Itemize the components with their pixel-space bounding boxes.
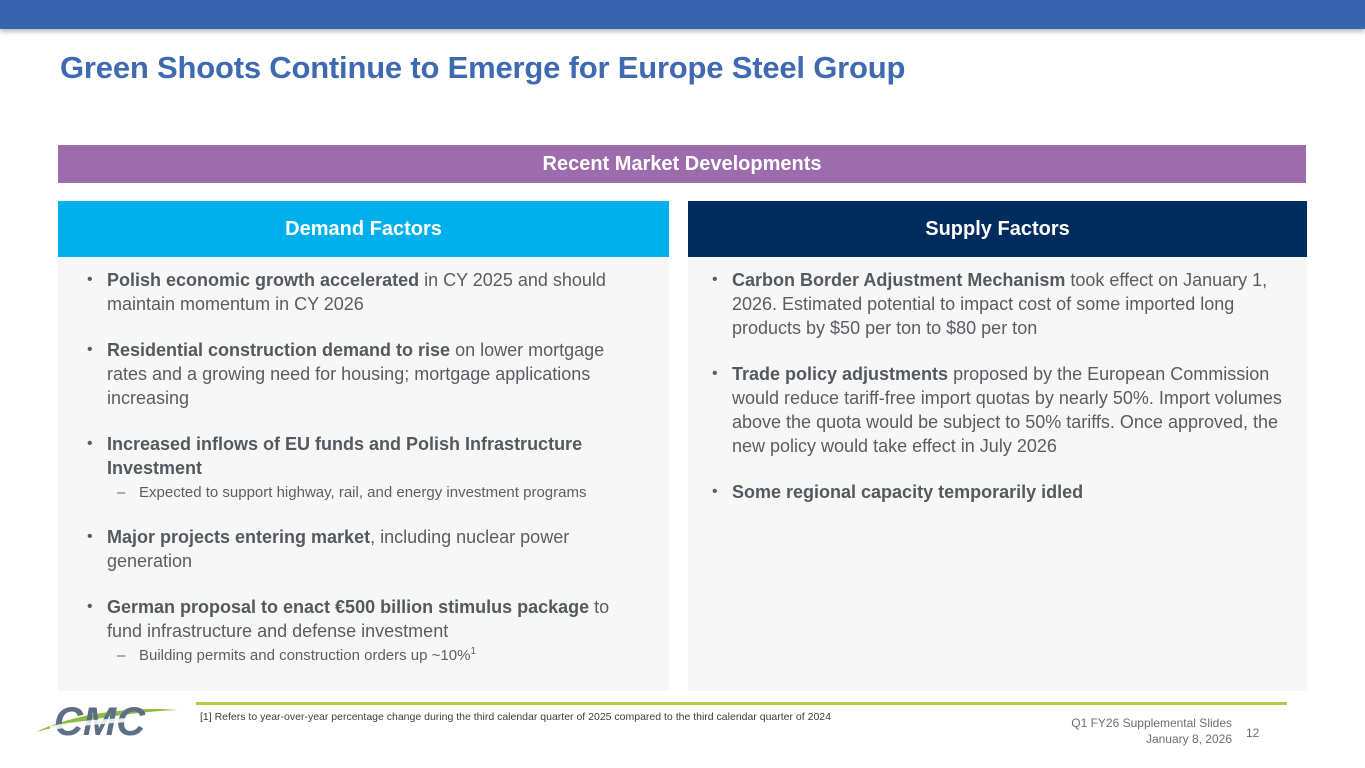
- bullet-marker: •: [712, 365, 718, 382]
- bullet-emphasis: German proposal to enact €500 billion st…: [107, 597, 590, 617]
- demand-bullet: • Residential construction demand to ris…: [87, 338, 647, 410]
- bullet-text: Polish economic growth accelerated in CY…: [107, 268, 647, 316]
- footer-accent-line: [196, 702, 1287, 705]
- bullet-emphasis: Trade policy adjustments: [732, 364, 949, 384]
- bullet-body: , including nuclear power generation: [107, 527, 570, 571]
- bullet-marker: •: [87, 528, 93, 545]
- bullet-body: on lower mortgage rates and a growing ne…: [107, 340, 605, 408]
- bullet-marker: •: [87, 435, 93, 452]
- footnote: [1] Refers to year-over-year percentage …: [200, 711, 831, 723]
- sub-bullet-body: Building permits and construction orders…: [139, 647, 471, 664]
- bullet-marker: •: [712, 483, 718, 500]
- bullet-body: took effect on January 1, 2026. Estimate…: [732, 270, 1268, 338]
- bullet-emphasis: Carbon Border Adjustment Mechanism: [732, 270, 1066, 290]
- sub-bullet-text: Building permits and construction orders…: [139, 646, 647, 666]
- market-developments-banner: Recent Market Developments: [58, 145, 1306, 183]
- bullet-text: Carbon Border Adjustment Mechanism took …: [732, 268, 1293, 340]
- deck-name: Q1 FY26 Supplemental Slides: [1071, 716, 1232, 730]
- footnote-reference: 1: [470, 646, 476, 657]
- demand-bullet: • Polish economic growth accelerated in …: [87, 268, 647, 316]
- demand-factors-panel: • Polish economic growth accelerated in …: [58, 257, 669, 691]
- bullet-marker: •: [87, 598, 93, 615]
- bullet-text: Trade policy adjustments proposed by the…: [732, 362, 1293, 458]
- supply-factors-header: Supply Factors: [688, 201, 1307, 257]
- deck-date: January 8, 2026: [1145, 732, 1232, 746]
- bullet-marker: •: [87, 271, 93, 288]
- demand-bullet: • Increased inflows of EU funds and Poli…: [87, 432, 647, 480]
- bullet-emphasis: Polish economic growth accelerated: [107, 270, 420, 290]
- bullet-emphasis: Some regional capacity temporarily idled: [732, 482, 1084, 502]
- page-number: 12: [1246, 726, 1260, 740]
- deck-meta: Q1 FY26 Supplemental Slides January 8, 2…: [1071, 715, 1232, 747]
- bullet-body: proposed by the European Commission woul…: [732, 364, 1282, 456]
- bullet-emphasis: Residential construction demand to rise: [107, 340, 451, 360]
- bullet-body: in CY 2025 and should maintain momentum …: [107, 270, 606, 314]
- bullet-text: Some regional capacity temporarily idled: [732, 480, 1293, 504]
- bullet-text: German proposal to enact €500 billion st…: [107, 595, 647, 643]
- bullet-body: to fund infrastructure and defense inves…: [107, 597, 610, 641]
- cmc-logo: CMC: [36, 700, 182, 742]
- sub-bullet-marker: –: [117, 647, 126, 664]
- top-bar: [0, 0, 1365, 29]
- bullet-text: Increased inflows of EU funds and Polish…: [107, 432, 647, 480]
- demand-sub-bullet: – Expected to support highway, rail, and…: [117, 483, 647, 503]
- bullet-emphasis: Increased inflows of EU funds and Polish…: [107, 434, 583, 478]
- demand-bullet: • Major projects entering market, includ…: [87, 525, 647, 573]
- slide-title: Green Shoots Continue to Emerge for Euro…: [60, 50, 906, 85]
- demand-factors-header: Demand Factors: [58, 201, 669, 257]
- supply-bullet: • Carbon Border Adjustment Mechanism too…: [712, 268, 1293, 340]
- bullet-emphasis: Major projects entering market: [107, 527, 371, 547]
- supply-bullet: • Some regional capacity temporarily idl…: [712, 480, 1293, 504]
- bullet-marker: •: [87, 341, 93, 358]
- bullet-text: Major projects entering market, includin…: [107, 525, 647, 573]
- demand-bullet: • German proposal to enact €500 billion …: [87, 595, 647, 643]
- bullet-text: Residential construction demand to rise …: [107, 338, 647, 410]
- bullet-marker: •: [712, 271, 718, 288]
- supply-bullet: • Trade policy adjustments proposed by t…: [712, 362, 1293, 458]
- sub-bullet-marker: –: [117, 484, 126, 501]
- demand-sub-bullet: – Building permits and construction orde…: [117, 646, 647, 666]
- sub-bullet-text: Expected to support highway, rail, and e…: [139, 484, 587, 501]
- supply-factors-panel: • Carbon Border Adjustment Mechanism too…: [688, 257, 1307, 691]
